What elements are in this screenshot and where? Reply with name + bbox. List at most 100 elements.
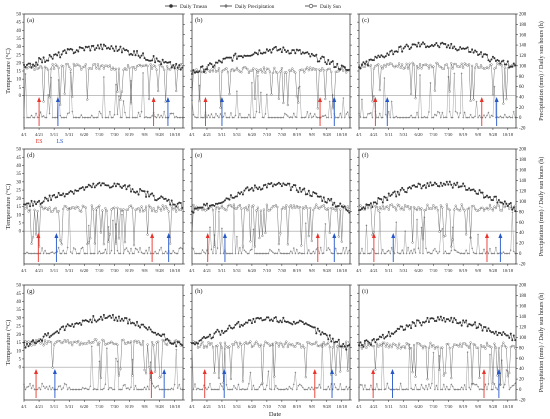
sun-point [292, 204, 295, 207]
x-tick-label: 4/21 [203, 268, 212, 273]
tmean-point [316, 327, 319, 330]
sun-point [325, 69, 328, 72]
tmean-point [306, 51, 309, 54]
precip-point [402, 252, 405, 255]
tmean-point [59, 56, 62, 59]
panel-frame [191, 148, 351, 265]
sun-point [39, 342, 42, 345]
sun-point [442, 374, 445, 377]
precip-point [315, 387, 318, 389]
sun-point [270, 207, 273, 210]
sun-point [417, 206, 420, 209]
tmean-point [322, 56, 325, 59]
y-tick-label-left: 15 [16, 205, 21, 210]
tmean-point [259, 317, 262, 320]
precip-point [179, 246, 182, 249]
tmean-point [161, 196, 164, 199]
sun-point [301, 206, 304, 209]
tmean-point [211, 204, 214, 207]
tmean-point [277, 181, 280, 184]
tmean-point [151, 192, 154, 195]
tmean-point [38, 199, 41, 202]
tmean-point [71, 190, 74, 193]
precip-point [508, 252, 511, 255]
sun-point [126, 64, 130, 67]
tmean-point [32, 63, 35, 66]
precip-point [194, 383, 196, 385]
sun-point [31, 236, 35, 239]
tmean-line [23, 43, 183, 71]
sun-point [359, 204, 362, 207]
precip-point [444, 388, 447, 391]
tmean-point [484, 53, 487, 56]
sun-point [433, 347, 436, 350]
sun-point [309, 66, 312, 69]
sun-point [396, 65, 399, 68]
precip-point [399, 252, 402, 255]
precip-point [361, 247, 363, 250]
precip-line [358, 343, 516, 391]
tmean-point [343, 205, 346, 208]
sun-point [96, 206, 99, 209]
tmean-point [204, 337, 207, 340]
sun-point [246, 68, 249, 71]
precip-point [386, 382, 389, 385]
sun-point [274, 204, 277, 207]
tmean-point [65, 325, 68, 328]
tmean-point [220, 201, 223, 204]
tmean-point [363, 62, 366, 65]
y-tick-label-right: 20 [519, 378, 524, 383]
precip-point [484, 383, 487, 386]
precip-point [41, 382, 43, 385]
precip-point [381, 116, 384, 119]
tmean-point [384, 336, 387, 339]
precip-point [74, 248, 77, 251]
tmean-point [404, 328, 407, 331]
precip-point [72, 247, 75, 249]
tmean-point [490, 199, 493, 202]
tmean-point [285, 50, 288, 53]
tmean-point [26, 342, 29, 345]
tmean-point [509, 65, 512, 68]
sun-point [392, 64, 395, 68]
tmean-point [137, 193, 140, 196]
tmean-point [107, 46, 110, 49]
sun-point [250, 69, 253, 72]
tmean-point [433, 43, 436, 46]
precip-point [380, 388, 383, 391]
precip-point [119, 252, 122, 255]
tmean-point [136, 49, 139, 52]
y-tick-label-left: 0 [19, 366, 22, 371]
tmean-point [307, 189, 310, 192]
ls-arrow [222, 369, 227, 398]
precip-point [201, 388, 204, 391]
sun-point [231, 205, 234, 209]
precip-point [41, 247, 43, 249]
precip-point [68, 386, 71, 389]
tmean-point [92, 314, 95, 317]
sun-point [264, 231, 267, 234]
tmean-point [502, 202, 505, 205]
tmean-point [328, 199, 331, 202]
sun-point [276, 71, 279, 74]
tmean-point [163, 333, 166, 336]
y-tick-label-left: 20 [16, 61, 21, 66]
precip-point [495, 246, 497, 249]
precip-point [102, 387, 105, 390]
tmean-point [383, 56, 386, 59]
sun-point [110, 208, 113, 211]
x-tick-label: 7/30 [110, 404, 119, 409]
tmean-point [149, 59, 152, 62]
tmean-point [226, 56, 229, 59]
precip-point [463, 252, 466, 255]
precip-point [50, 251, 53, 254]
sun-point [346, 369, 349, 372]
tmean-point [57, 191, 60, 194]
tmean-point [98, 47, 101, 50]
precip-point [112, 219, 114, 222]
tmean-point [500, 201, 503, 204]
precip-point [152, 385, 155, 387]
tmean-point [192, 69, 195, 72]
tmean-point [313, 54, 316, 57]
precip-point [370, 252, 372, 254]
